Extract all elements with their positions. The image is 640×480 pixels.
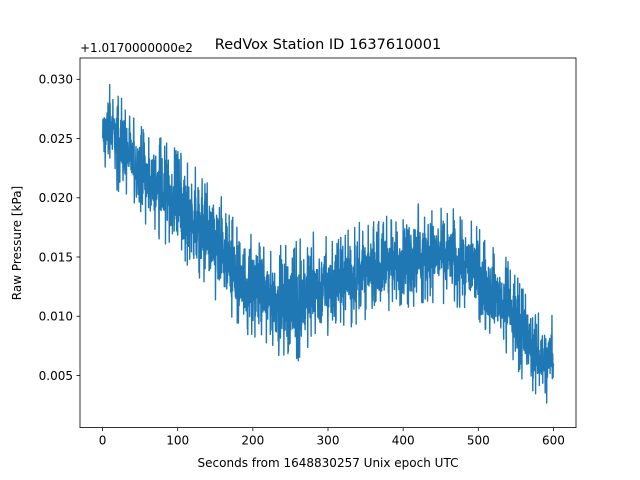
y-tick-label: 0.010: [39, 310, 73, 324]
y-offset-text: +1.0170000000e2: [80, 41, 193, 55]
x-tick-label: 0: [99, 434, 107, 448]
x-axis: 0 100 200 300 400 500 600: [99, 427, 565, 448]
y-tick-label: 0.020: [39, 191, 73, 205]
y-tick-label: 0.030: [39, 73, 73, 87]
x-tick-label: 400: [392, 434, 415, 448]
plot-area: [80, 58, 576, 428]
x-axis-label: Seconds from 1648830257 Unix epoch UTC: [198, 456, 459, 470]
chart-title: RedVox Station ID 1637610001: [215, 37, 441, 53]
y-tick-label: 0.025: [39, 132, 73, 146]
x-tick-label: 100: [166, 434, 189, 448]
x-tick-label: 600: [542, 434, 565, 448]
y-axis: 0.005 0.010 0.015 0.020 0.025 0.030: [39, 73, 80, 383]
x-tick-label: 500: [467, 434, 490, 448]
y-axis-label: Raw Pressure [kPa]: [10, 186, 24, 300]
y-tick-label: 0.015: [39, 250, 73, 264]
x-tick-label: 300: [317, 434, 340, 448]
series-line: [101, 83, 555, 404]
series-layer: [101, 83, 555, 404]
y-tick-label: 0.005: [39, 369, 73, 383]
x-tick-label: 200: [241, 434, 264, 448]
